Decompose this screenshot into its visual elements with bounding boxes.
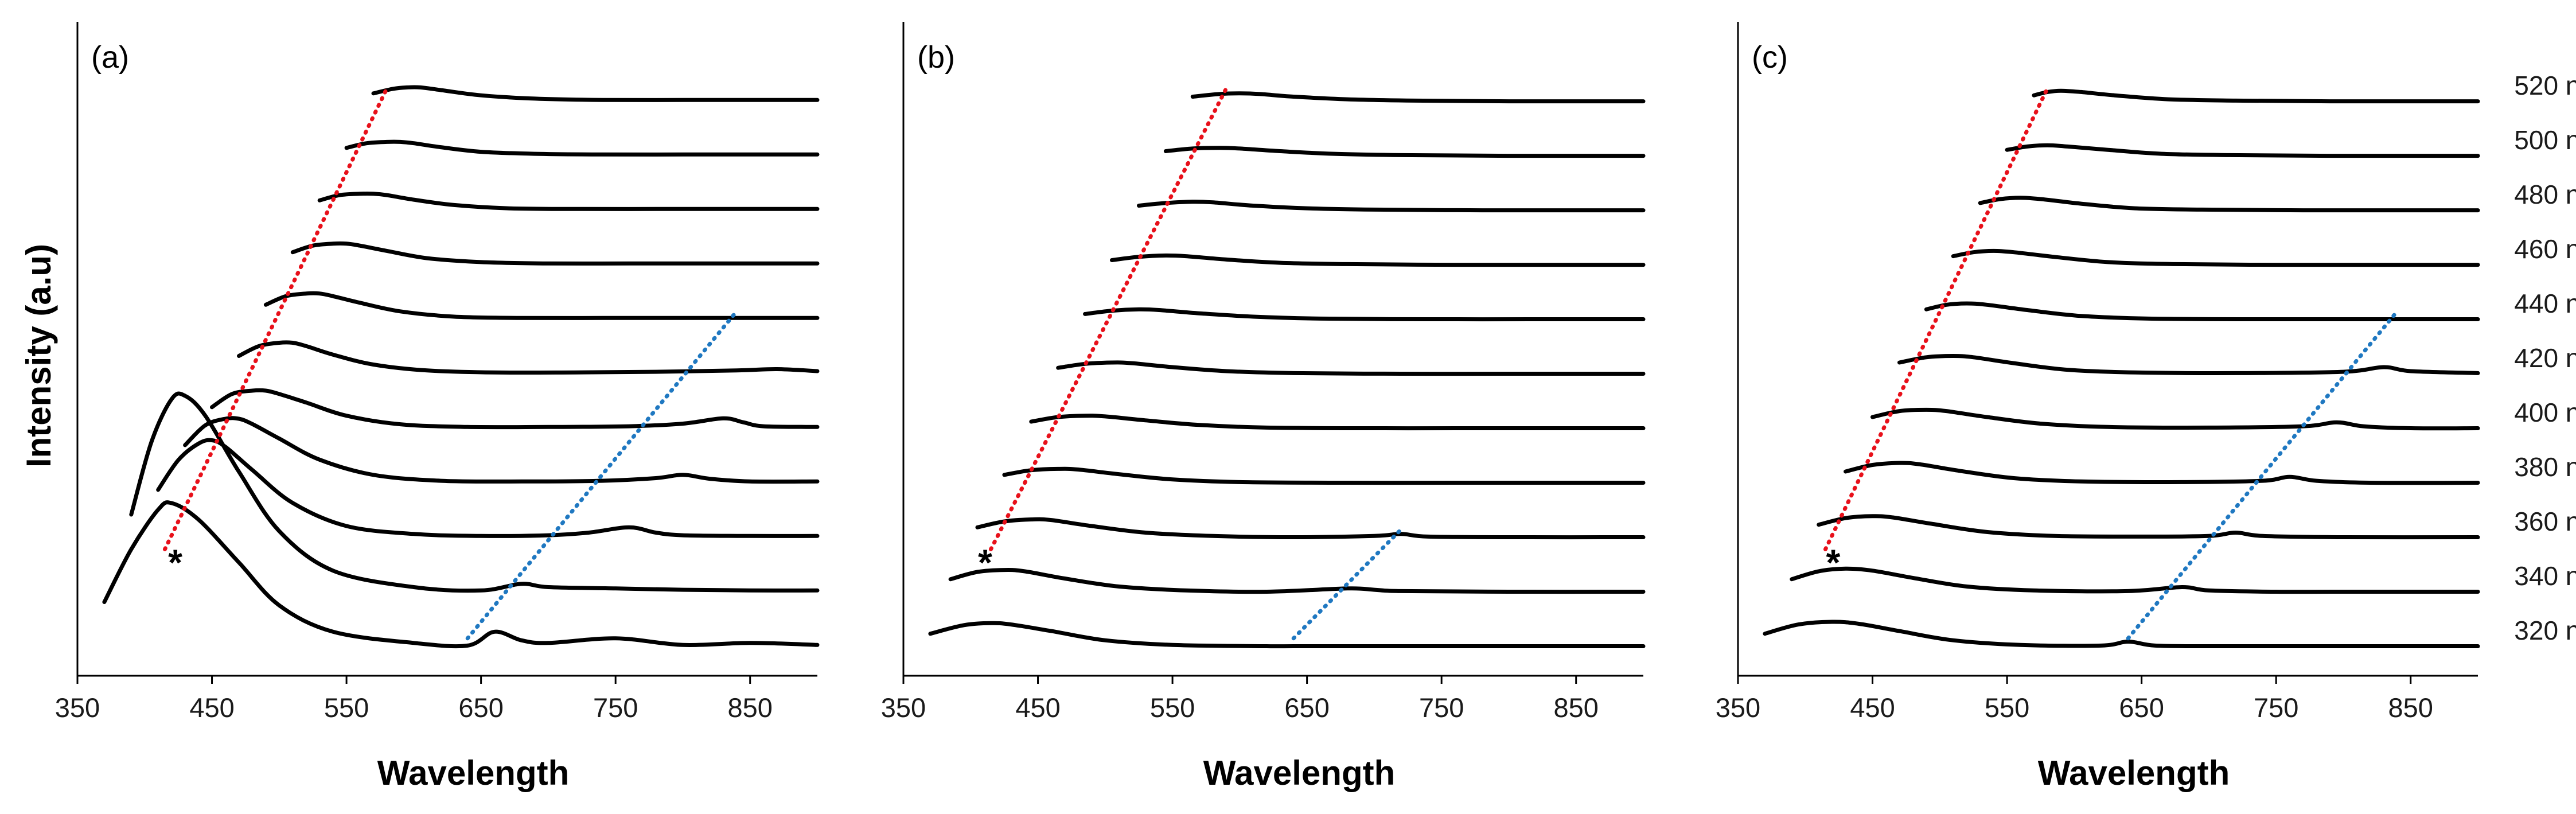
- spectrum-line-460-nm: [1110, 253, 1646, 267]
- spectrum-line-420-nm: [1897, 354, 2480, 375]
- excitation-label: 340 nm: [2514, 561, 2576, 591]
- asterisk-marker: *: [168, 542, 182, 583]
- spectrum-line-320-nm: [928, 621, 1646, 649]
- x-tick-label: 650: [2119, 692, 2164, 723]
- x-tick-label: 350: [55, 692, 100, 723]
- x-tick-label: 550: [1985, 692, 2029, 723]
- x-axis-title: Wavelength: [2038, 754, 2230, 792]
- x-tick-label: 450: [1015, 692, 1060, 723]
- x-axis-title: Wavelength: [377, 754, 569, 792]
- x-tick-label: 450: [189, 692, 234, 723]
- panel-b: 350 450 550 650 750 850 Wavelength (b) *: [881, 22, 1646, 792]
- red-trend-line: [988, 86, 1229, 551]
- excitation-label: 380 nm: [2514, 452, 2576, 482]
- spectrum-line-500-nm: [1163, 146, 1646, 158]
- x-tick-label: 850: [1554, 692, 1599, 723]
- x-tick-label: 750: [2254, 692, 2298, 723]
- x-tick-label: 850: [728, 692, 773, 723]
- excitation-label: 480 nm: [2514, 180, 2576, 209]
- panel-label: (b): [917, 40, 955, 75]
- x-tick-label: 350: [1716, 692, 1760, 723]
- panels: 350 450 550 650 750 850 Wavelength (a) * 350 450 55…: [55, 22, 2576, 792]
- red-trend-line: [162, 86, 389, 551]
- excitation-label: 460 nm: [2514, 234, 2576, 264]
- asterisk-marker: *: [978, 542, 992, 583]
- spectrum-line-400-nm: [1870, 407, 2480, 431]
- spectrum-line-520-nm: [1190, 91, 1646, 104]
- x-tick-label: 750: [1419, 692, 1464, 723]
- y-axis-title: Intensity (a.u): [20, 244, 58, 468]
- panel-c: 350 450 550 650 750 850 Wavelength (c) * 320 nm 34…: [1716, 22, 2576, 792]
- blue-trend-line: [2126, 309, 2399, 641]
- excitation-label: 500 nm: [2514, 125, 2576, 155]
- spectrum-line-380-nm: [183, 416, 820, 484]
- excitation-label: 420 nm: [2514, 343, 2576, 373]
- panel-label: (a): [91, 40, 129, 75]
- spectrum-line-340-nm: [948, 568, 1646, 594]
- spectrum-line-440-nm: [263, 291, 820, 320]
- spectrum-line-460-nm: [1951, 248, 2480, 267]
- spectrum-line-360-nm: [1817, 514, 2480, 540]
- spectrum-line-480-nm: [1137, 200, 1646, 213]
- red-trend-line: [1823, 86, 2049, 551]
- x-tick-label: 750: [593, 692, 638, 723]
- spectrum-line-380-nm: [1844, 461, 2480, 485]
- spectrum-line-440-nm: [1083, 307, 1646, 322]
- spectrum-line-480-nm: [317, 192, 820, 211]
- excitation-label: 320 nm: [2514, 616, 2576, 645]
- excitation-label: 440 nm: [2514, 289, 2576, 318]
- x-tick-label: 350: [881, 692, 926, 723]
- x-axis-title: Wavelength: [1203, 754, 1395, 792]
- excitation-label: 400 nm: [2514, 398, 2576, 427]
- spectrum-line-440-nm: [1924, 301, 2480, 322]
- panel-a: 350 450 550 650 750 850 Wavelength (a) *: [55, 22, 820, 792]
- spectrum-line-500-nm: [344, 139, 820, 157]
- x-tick-label: 850: [2388, 692, 2433, 723]
- spectrum-line-400-nm: [210, 388, 820, 430]
- spectrum-line-520-nm: [2032, 88, 2480, 104]
- asterisk-marker: *: [1826, 542, 1840, 583]
- spectrum-line-340-nm: [1790, 566, 2480, 594]
- spectrum-line-320-nm: [102, 500, 820, 649]
- blue-trend-line: [1291, 527, 1404, 641]
- spectrum-line-500-nm: [2005, 143, 2480, 158]
- panel-label: (c): [1752, 40, 1788, 75]
- x-tick-label: 650: [458, 692, 503, 723]
- spectrum-line-360-nm: [156, 438, 820, 538]
- spectrum-line-380-nm: [1002, 466, 1646, 485]
- spectrum-line-460-nm: [290, 241, 820, 266]
- blue-trend-line: [465, 309, 739, 641]
- spectrum-line-340-nm: [129, 391, 820, 593]
- excitation-label: 520 nm: [2514, 71, 2576, 100]
- x-tick-label: 550: [324, 692, 369, 723]
- x-tick-label: 550: [1150, 692, 1195, 723]
- spectrum-line-480-nm: [1978, 196, 2480, 213]
- spectrum-line-520-nm: [371, 85, 820, 102]
- x-tick-label: 450: [1850, 692, 1895, 723]
- spectrum-line-420-nm: [237, 340, 820, 375]
- x-tick-label: 650: [1284, 692, 1329, 723]
- spectrum-line-420-nm: [1056, 360, 1646, 376]
- spectrum-line-360-nm: [975, 517, 1646, 540]
- excitation-label: 360 nm: [2514, 507, 2576, 536]
- spectrum-line-320-nm: [1763, 620, 2480, 649]
- spectrum-line-400-nm: [1029, 414, 1646, 431]
